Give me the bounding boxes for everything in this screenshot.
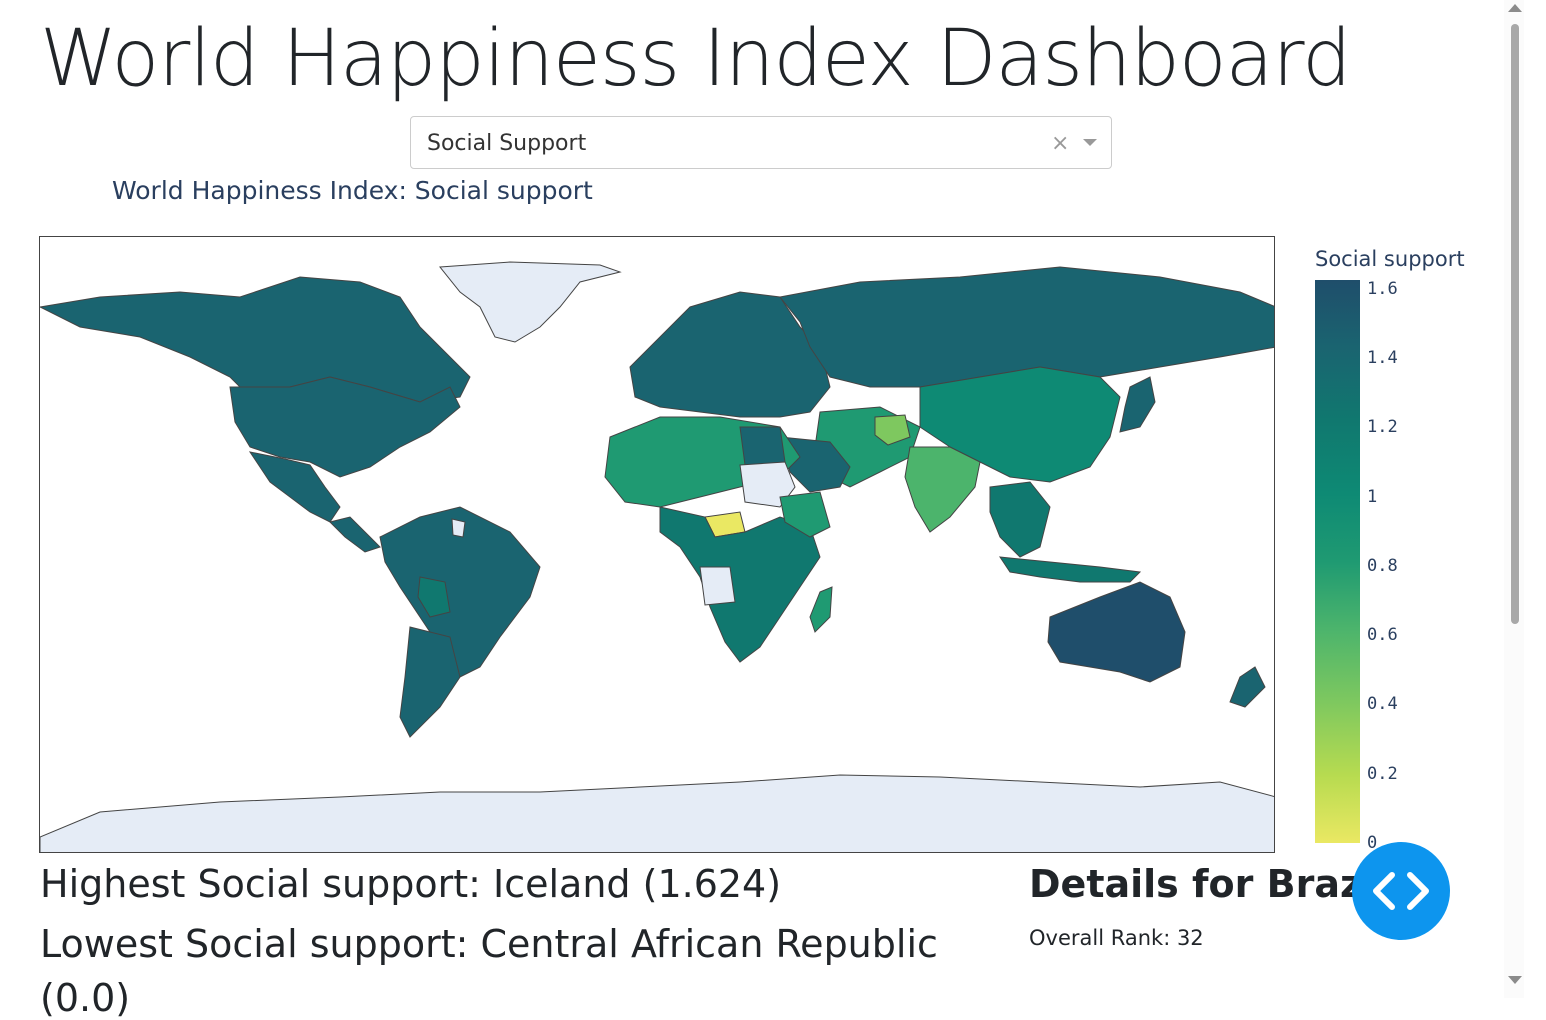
- country-east-africa[interactable]: [779, 491, 831, 538]
- colorbar-tick: 0.6: [1367, 625, 1398, 645]
- colorbar-tick: 0.4: [1367, 694, 1398, 714]
- country-madagascar[interactable]: [809, 586, 833, 633]
- country-mexico[interactable]: [248, 451, 341, 523]
- clear-icon[interactable]: ×: [1051, 131, 1070, 156]
- chevron-down-icon[interactable]: [1083, 139, 1097, 146]
- country-india[interactable]: [904, 446, 981, 533]
- dropdown-selected-value: Social Support: [427, 131, 587, 156]
- country-antarctica[interactable]: [40, 774, 1275, 853]
- vertical-scrollbar[interactable]: [1504, 0, 1524, 998]
- country-guyana[interactable]: [451, 518, 466, 538]
- country-saudi-arabia[interactable]: [779, 436, 851, 493]
- country-australia[interactable]: [1047, 581, 1186, 683]
- country-indonesia[interactable]: [998, 556, 1142, 583]
- colorbar-tick: 0.2: [1367, 764, 1398, 784]
- colorbar-tick: 0: [1367, 833, 1378, 853]
- code-icon: [1373, 872, 1429, 910]
- country-greenland[interactable]: [439, 261, 622, 343]
- colorbar-tick: 1.4: [1367, 348, 1398, 368]
- details-title: Details for Brazil: [1029, 862, 1389, 906]
- lowest-stat: Lowest Social support: Central African R…: [40, 922, 938, 966]
- details-rank: Overall Rank: 32: [1029, 926, 1204, 950]
- country-central-america[interactable]: [329, 516, 381, 553]
- highest-stat: Highest Social support: Iceland (1.624): [40, 862, 782, 906]
- colorbar-tick: 1: [1367, 487, 1378, 507]
- scroll-thumb[interactable]: [1511, 24, 1519, 624]
- country-egypt[interactable]: [739, 426, 786, 466]
- country-southeast-asia[interactable]: [989, 481, 1051, 558]
- country-brazil[interactable]: [379, 506, 541, 678]
- colorbar-tick: 0.8: [1367, 556, 1398, 576]
- colorbar-tick: 1.2: [1367, 417, 1398, 437]
- country-new-zealand[interactable]: [1229, 666, 1266, 708]
- lowest-stat-value: (0.0): [40, 976, 131, 1020]
- country-central-africa[interactable]: [659, 506, 821, 663]
- country-bolivia[interactable]: [417, 576, 451, 618]
- country-japan[interactable]: [1119, 376, 1156, 433]
- colorbar-title: Social support: [1315, 247, 1465, 271]
- country-argentina[interactable]: [399, 626, 461, 738]
- world-map-svg[interactable]: [40, 237, 1275, 853]
- code-toggle-button[interactable]: [1352, 842, 1450, 940]
- country-afghanistan[interactable]: [874, 414, 911, 446]
- country-europe[interactable]: [629, 291, 831, 418]
- colorbar: [1315, 280, 1360, 843]
- chart-title: World Happiness Index: Social support: [112, 176, 593, 205]
- page-title: World Happiness Index Dashboard: [40, 14, 1352, 104]
- scroll-up-arrow-icon[interactable]: [1508, 4, 1522, 12]
- metric-dropdown[interactable]: Social Support ×: [410, 116, 1112, 169]
- country-angola[interactable]: [699, 566, 736, 606]
- colorbar-tick: 1.6: [1367, 279, 1398, 299]
- country-russia[interactable]: [779, 266, 1275, 388]
- scroll-down-arrow-icon[interactable]: [1508, 976, 1522, 984]
- world-map[interactable]: [39, 236, 1275, 853]
- country-canada[interactable]: [40, 276, 471, 403]
- country-usa[interactable]: [229, 376, 461, 478]
